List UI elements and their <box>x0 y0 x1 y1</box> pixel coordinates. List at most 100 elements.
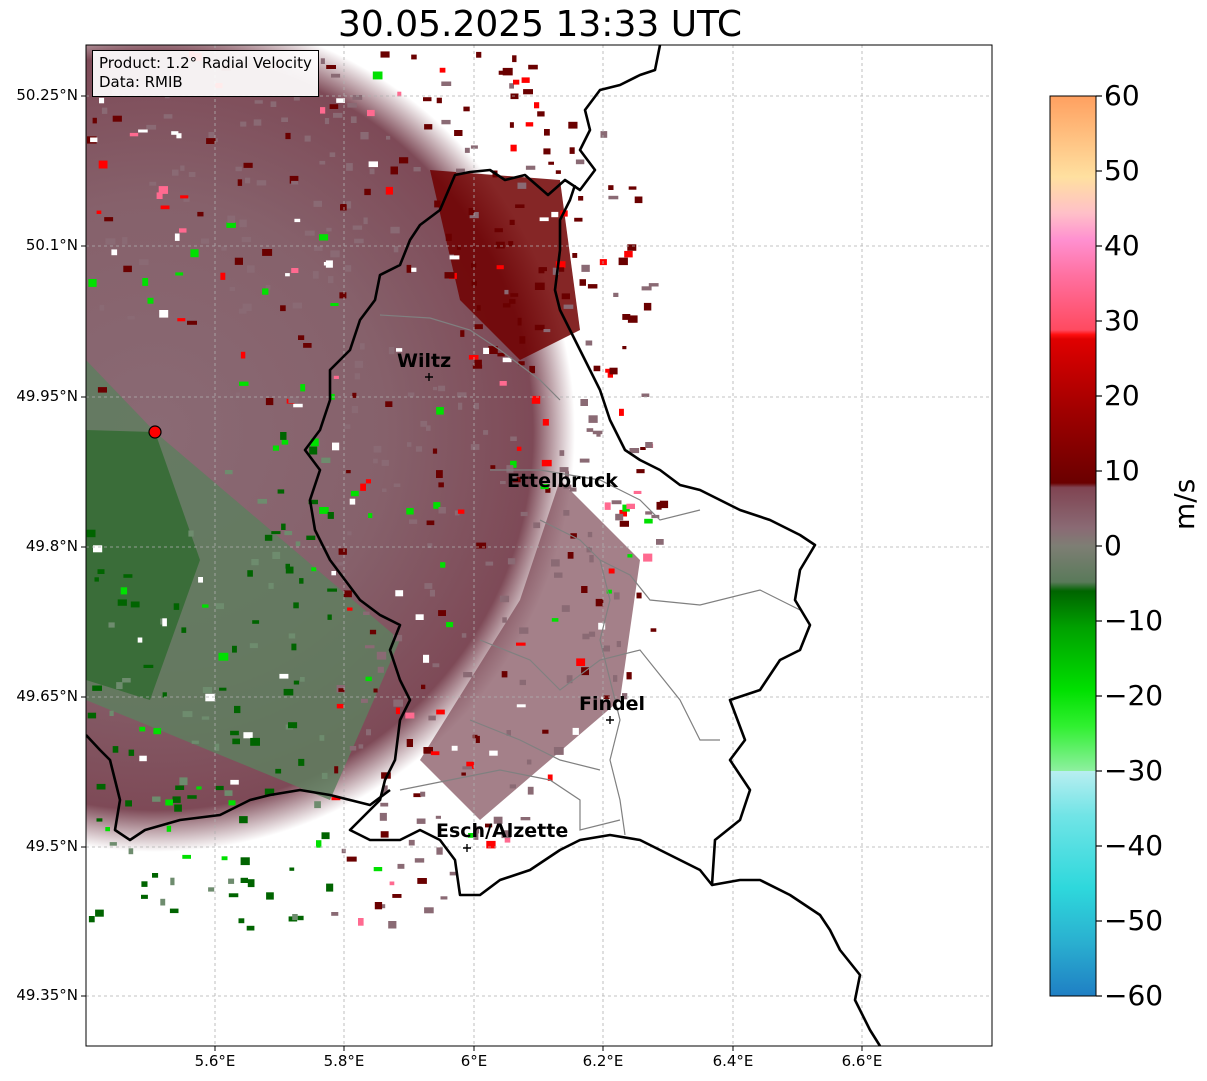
colorbar-tick-label: 30 <box>1104 304 1140 337</box>
radar-speckle <box>641 286 652 291</box>
radar-speckle <box>436 847 443 855</box>
radar-speckle <box>389 881 395 886</box>
radar-speckle <box>512 74 520 80</box>
radar-speckle <box>496 265 504 270</box>
colorbar-tick-label: 50 <box>1104 154 1140 187</box>
radar-speckle <box>139 755 147 762</box>
radar-speckle <box>569 107 576 115</box>
radar-speckle <box>346 201 352 209</box>
radar-speckle <box>622 693 628 700</box>
radar-speckle <box>417 878 427 884</box>
radar-speckle <box>175 272 184 276</box>
radar-speckle <box>361 698 368 703</box>
radar-speckle <box>224 470 233 475</box>
radar-speckle <box>330 303 339 306</box>
x-tick-label: 6.4°E <box>712 1052 754 1070</box>
radar-speckle <box>138 129 148 133</box>
radar-speckle <box>611 500 622 505</box>
radar-speckle <box>372 71 383 80</box>
radar-speckle <box>314 246 323 251</box>
city-marker-esch <box>463 844 471 852</box>
radar-speckle <box>156 192 163 199</box>
y-tick-label: 49.8°N <box>25 537 78 555</box>
radar-speckle <box>152 873 159 878</box>
radar-speckle <box>581 264 590 272</box>
radar-speckle <box>426 425 431 431</box>
radar-speckle <box>300 677 305 682</box>
radar-speckle <box>421 684 426 690</box>
radar-speckle <box>424 907 434 914</box>
colorbar-tick-label: −30 <box>1104 754 1164 787</box>
radar-speckle <box>294 218 301 223</box>
radar-speckle <box>285 566 294 574</box>
radar-speckle <box>405 712 415 719</box>
radar-speckle <box>579 279 586 286</box>
radar-speckle <box>312 271 319 279</box>
radar-speckle <box>497 352 505 357</box>
radar-speckle <box>95 909 104 917</box>
colorbar-tick-label: 0 <box>1104 529 1122 562</box>
radar-speckle <box>183 196 190 202</box>
radar-speckle <box>347 531 352 536</box>
radar-speckle <box>502 357 512 363</box>
radar-speckle <box>111 249 118 256</box>
radar-speckle <box>329 152 336 157</box>
radar-speckle <box>508 241 514 247</box>
radar-speckle <box>108 622 115 628</box>
radar-speckle <box>531 395 541 404</box>
radar-speckle <box>456 245 461 250</box>
radar-speckle <box>239 816 248 824</box>
radar-speckle <box>415 614 424 620</box>
radar-speckle <box>363 217 368 225</box>
radar-speckle <box>613 675 618 682</box>
radar-speckle <box>500 481 506 485</box>
radar-speckle <box>326 65 336 69</box>
radar-speckle <box>226 222 236 228</box>
radar-speckle <box>438 610 446 616</box>
radar-speckle <box>229 287 235 291</box>
radar-speckle <box>526 759 532 765</box>
radar-speckle <box>88 279 97 287</box>
radar-speckle <box>329 104 339 109</box>
radar-speckle <box>551 618 559 622</box>
radar-speckle <box>187 320 197 325</box>
radar-speckle <box>319 160 326 165</box>
radar-speckle <box>208 887 215 892</box>
radar-speckle <box>331 571 336 576</box>
radar-speckle <box>285 132 291 140</box>
radar-speckle <box>264 788 275 796</box>
radar-speckle <box>99 304 105 311</box>
radar-speckle <box>109 710 114 716</box>
radar-speckle <box>311 567 317 572</box>
radar-speckle <box>420 791 426 797</box>
radar-speckle <box>411 54 417 60</box>
radar-speckle <box>502 303 511 308</box>
radar-speckle <box>292 302 302 309</box>
radar-speckle <box>358 918 364 926</box>
radar-speckle <box>645 511 653 515</box>
radar-speckle <box>509 299 516 304</box>
radar-speckle <box>644 518 653 524</box>
radar-speckle <box>327 512 334 519</box>
radar-speckle <box>328 276 334 284</box>
radar-speckle <box>292 914 298 921</box>
radar-speckle <box>171 131 179 135</box>
radar-speckle <box>424 583 433 589</box>
radar-speckle <box>232 645 237 653</box>
radar-speckle <box>414 858 425 863</box>
radar-speckle <box>373 867 383 872</box>
radar-speckle <box>561 293 570 300</box>
radar-speckle <box>272 551 281 559</box>
product-label: Product: 1.2° Radial Velocity <box>99 54 312 72</box>
radar-speckle <box>624 250 633 258</box>
radar-speckle <box>86 529 96 538</box>
radar-speckle <box>125 800 132 807</box>
radar-speckle <box>473 826 480 834</box>
radar-speckle <box>137 637 143 643</box>
radar-speckle <box>458 402 463 410</box>
radar-speckle <box>427 543 433 548</box>
radar-speckle <box>470 444 480 450</box>
radar-speckle <box>300 384 306 392</box>
radar-speckle <box>435 815 441 819</box>
radar-speckle <box>645 442 653 448</box>
